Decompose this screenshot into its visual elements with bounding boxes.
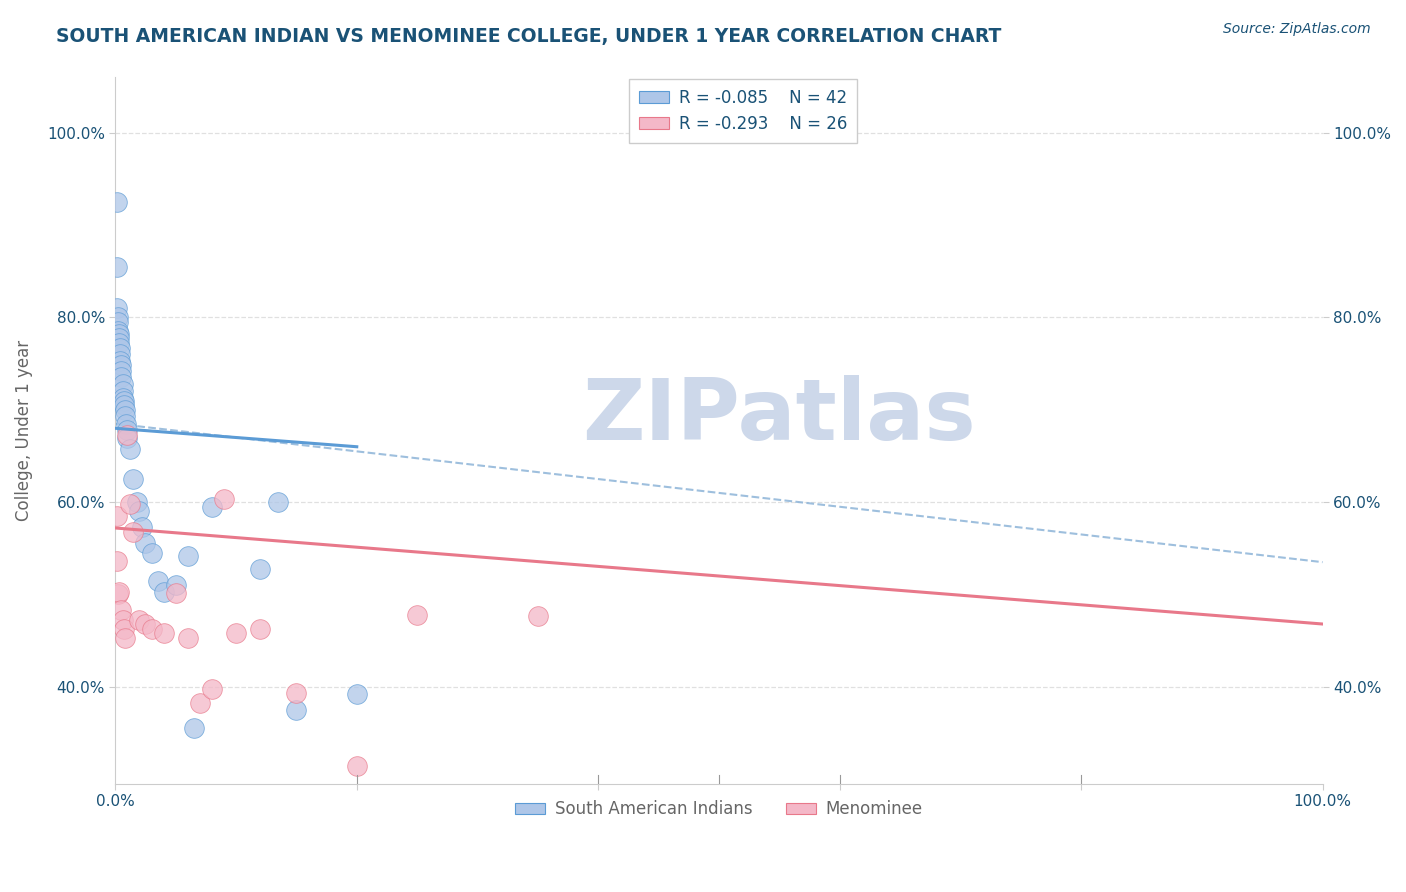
Point xyxy=(141,546,163,560)
Point xyxy=(118,442,141,456)
Point xyxy=(108,347,131,361)
Point xyxy=(134,617,156,632)
Point xyxy=(285,686,308,700)
Point xyxy=(107,310,129,325)
Point xyxy=(105,508,128,523)
Text: SOUTH AMERICAN INDIAN VS MENOMINEE COLLEGE, UNDER 1 YEAR CORRELATION CHART: SOUTH AMERICAN INDIAN VS MENOMINEE COLLE… xyxy=(56,27,1001,45)
Point xyxy=(110,370,132,384)
Point xyxy=(118,497,141,511)
Point xyxy=(105,195,128,210)
Point xyxy=(249,622,271,636)
Point xyxy=(108,327,131,342)
Point xyxy=(146,574,169,588)
Point xyxy=(108,341,131,355)
Point xyxy=(107,315,129,329)
Point xyxy=(128,504,150,518)
Point xyxy=(125,495,148,509)
Point xyxy=(115,417,138,431)
Point xyxy=(183,722,205,736)
Point xyxy=(111,376,134,391)
Point xyxy=(128,613,150,627)
Point xyxy=(108,336,131,351)
Point xyxy=(110,359,132,373)
Point xyxy=(152,584,174,599)
Point xyxy=(122,524,145,539)
Point xyxy=(108,331,131,345)
Point xyxy=(267,495,290,509)
Point xyxy=(201,500,224,514)
Point xyxy=(285,703,308,717)
Point xyxy=(212,492,235,507)
Point xyxy=(117,427,139,442)
Point xyxy=(527,608,550,623)
Point xyxy=(177,631,200,645)
Point xyxy=(165,585,187,599)
Point xyxy=(111,613,134,627)
Point xyxy=(112,398,135,412)
Text: ZIPatlas: ZIPatlas xyxy=(582,375,976,458)
Point xyxy=(105,554,128,568)
Point xyxy=(117,423,139,437)
Point xyxy=(107,324,129,338)
Legend: South American Indians, Menominee: South American Indians, Menominee xyxy=(508,794,929,825)
Point xyxy=(110,603,132,617)
Point xyxy=(152,626,174,640)
Point xyxy=(249,561,271,575)
Point xyxy=(177,549,200,563)
Point xyxy=(117,430,139,444)
Point xyxy=(122,472,145,486)
Point xyxy=(134,535,156,549)
Point xyxy=(141,622,163,636)
Point xyxy=(112,622,135,636)
Point xyxy=(105,260,128,274)
Point xyxy=(111,391,134,405)
Point xyxy=(107,587,129,601)
Point xyxy=(225,626,247,640)
Y-axis label: College, Under 1 year: College, Under 1 year xyxy=(15,340,32,521)
Point xyxy=(188,697,211,711)
Point xyxy=(131,520,153,534)
Point xyxy=(105,301,128,316)
Point xyxy=(112,393,135,408)
Point xyxy=(114,409,136,424)
Point xyxy=(165,578,187,592)
Point xyxy=(114,631,136,645)
Point xyxy=(108,354,131,368)
Point xyxy=(346,759,368,773)
Point xyxy=(110,364,132,378)
Point xyxy=(346,687,368,701)
Text: Source: ZipAtlas.com: Source: ZipAtlas.com xyxy=(1223,22,1371,37)
Point xyxy=(111,384,134,399)
Point xyxy=(201,681,224,696)
Point xyxy=(108,584,131,599)
Point xyxy=(406,607,429,622)
Point xyxy=(114,402,136,417)
